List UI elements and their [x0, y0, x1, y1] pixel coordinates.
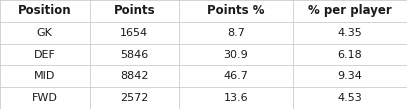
Text: 9.34: 9.34 — [337, 71, 363, 81]
Text: 5846: 5846 — [120, 49, 149, 60]
Text: 30.9: 30.9 — [224, 49, 248, 60]
Text: 46.7: 46.7 — [223, 71, 249, 81]
Text: DEF: DEF — [34, 49, 56, 60]
Text: 6.18: 6.18 — [338, 49, 362, 60]
Text: 4.35: 4.35 — [338, 28, 362, 38]
Text: Points: Points — [114, 4, 155, 17]
Text: FWD: FWD — [32, 93, 58, 103]
Text: MID: MID — [34, 71, 55, 81]
Text: Position: Position — [18, 4, 72, 17]
Text: GK: GK — [37, 28, 53, 38]
Text: 13.6: 13.6 — [224, 93, 248, 103]
Text: 8842: 8842 — [120, 71, 149, 81]
Text: Points %: Points % — [207, 4, 265, 17]
Text: % per player: % per player — [308, 4, 392, 17]
Text: 8.7: 8.7 — [227, 28, 245, 38]
Text: 1654: 1654 — [120, 28, 149, 38]
Text: 2572: 2572 — [120, 93, 149, 103]
Text: 4.53: 4.53 — [338, 93, 362, 103]
